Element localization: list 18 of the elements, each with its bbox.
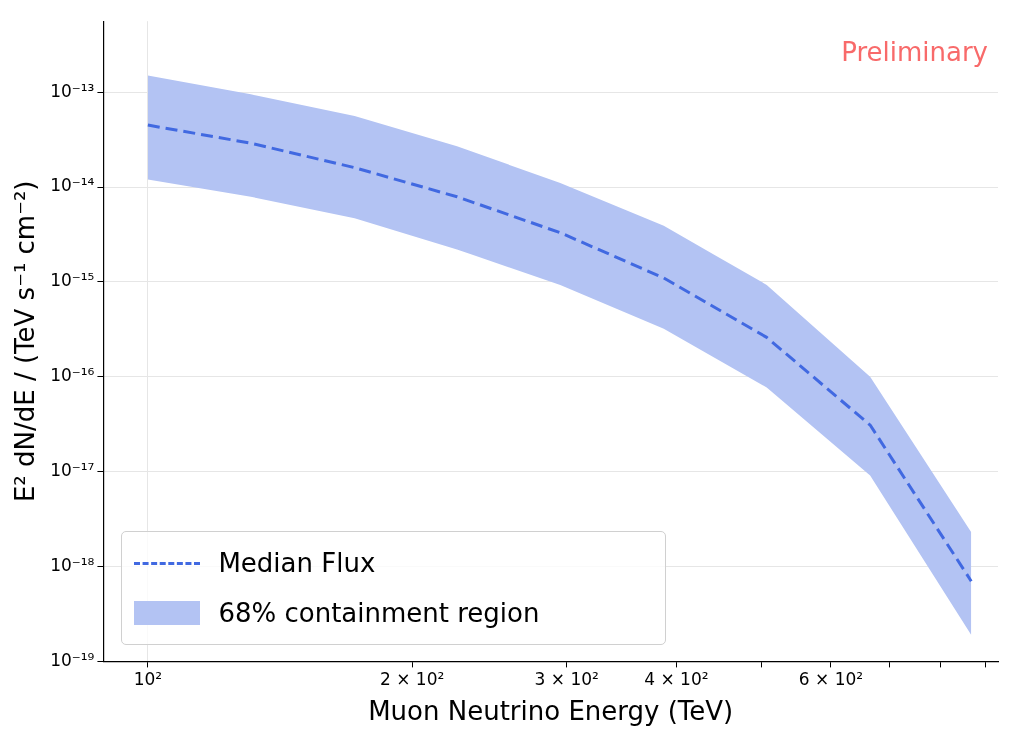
y-tick-label: 10⁻¹⁷ [50,460,95,481]
legend-label: Median Flux [218,548,376,579]
y-tick-label: 10⁻¹³ [50,80,95,101]
y-tick-label: 10⁻¹⁵ [50,270,95,291]
x-tick-label: 6 × 10² [798,669,864,690]
x-axis-title: Muon Neutrino Energy (TeV) [368,696,734,727]
x-tick-label: 2 × 10² [379,669,445,690]
line-series [146,123,973,583]
annotation: Preliminary [841,36,988,67]
y-tick-label: 10⁻¹⁶ [50,365,95,386]
x-tick-label: 10² [133,669,163,690]
legend-label: 68% containment region [218,598,540,629]
y-tick-label: 10⁻¹⁸ [50,554,95,575]
y-tick-label: 10⁻¹⁹ [50,649,95,670]
y-tick-label: 10⁻¹⁴ [50,175,95,196]
x-tick-label: 3 × 10² [534,669,599,690]
y-axis-title: E² dN/dE / (TeV s⁻¹ cm⁻²) [10,180,41,503]
x-tick-label: 4 × 10² [644,669,709,690]
